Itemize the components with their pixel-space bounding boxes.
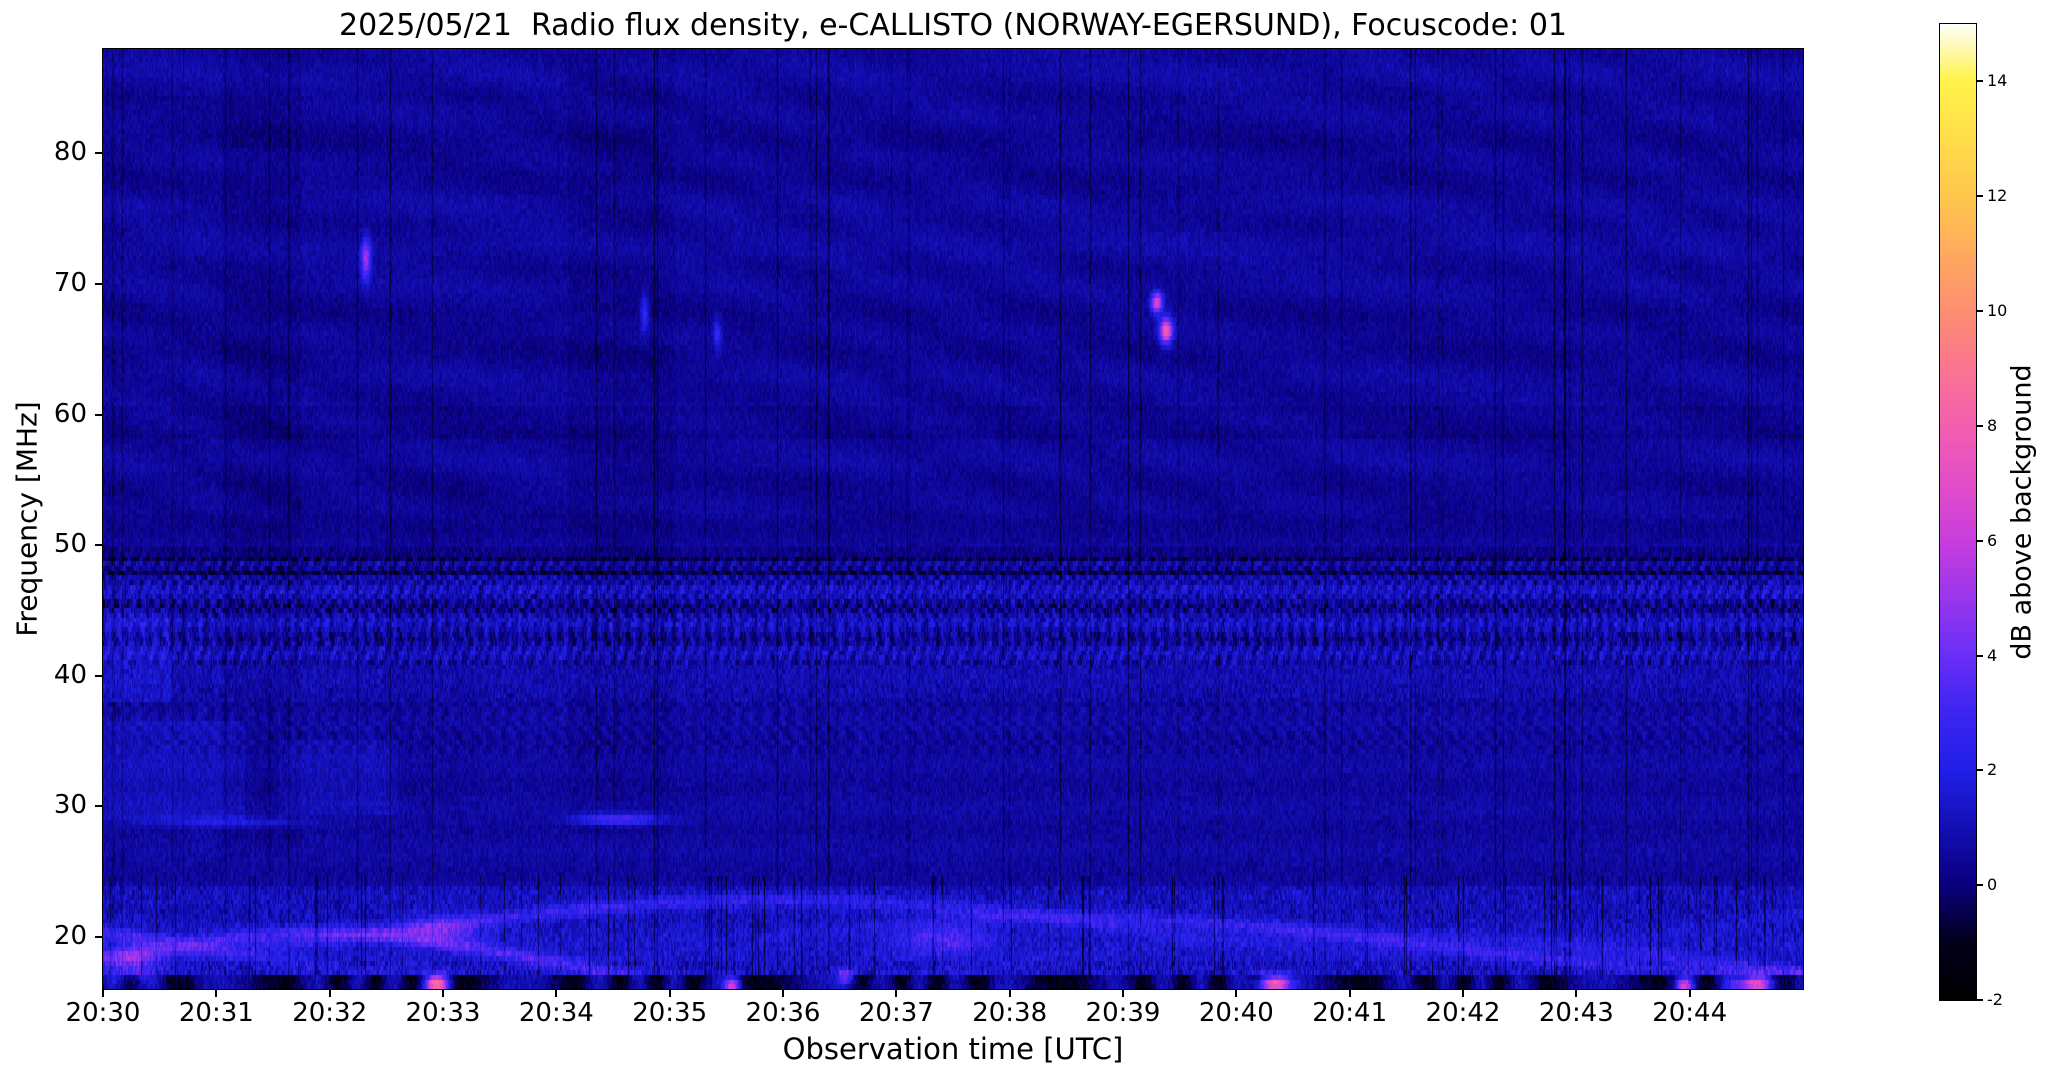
x-tick-mark: [1008, 989, 1011, 997]
x-tick-mark: [102, 989, 104, 997]
colorbar-tick-mark: [1976, 999, 1983, 1001]
x-tick-mark: [1575, 989, 1578, 997]
x-axis-label: Observation time [UTC]: [782, 1032, 1124, 1066]
x-tick-label: 20:34: [518, 998, 594, 1028]
colorbar-tick-mark: [1976, 539, 1983, 542]
y-tick-label: 80: [53, 137, 87, 168]
x-tick-mark: [895, 989, 898, 997]
colorbar-tick-label: 8: [1987, 415, 1998, 435]
x-tick-label: 20:42: [1425, 998, 1501, 1028]
colorbar-tick-label: -2: [1987, 990, 2003, 1009]
x-tick-mark: [442, 989, 444, 997]
x-tick-label: 20:44: [1652, 998, 1728, 1028]
x-tick-label: 20:41: [1312, 998, 1388, 1028]
colorbar-tick-mark: [1976, 310, 1983, 313]
y-tick-mark: [95, 805, 103, 808]
x-tick-label: 20:30: [65, 998, 141, 1028]
y-tick-mark: [95, 544, 103, 547]
colorbar-tick-mark: [1976, 424, 1983, 427]
colorbar-tick-mark: [1976, 654, 1983, 657]
colorbar-tick-label: 4: [1987, 645, 1998, 665]
y-tick-mark: [95, 152, 103, 155]
x-tick-mark: [1348, 989, 1351, 997]
colorbar-tick-mark: [1976, 884, 1983, 887]
x-tick-mark: [1235, 989, 1238, 997]
x-tick-mark: [215, 989, 218, 997]
x-tick-mark: [782, 989, 784, 997]
x-tick-label: 20:31: [178, 998, 254, 1028]
colorbar-label: dB above background: [2006, 364, 2038, 660]
y-tick-label: 40: [53, 659, 87, 690]
y-tick-mark: [95, 935, 103, 938]
y-tick-label: 30: [53, 790, 87, 821]
x-tick-mark: [1462, 989, 1464, 997]
colorbar-tick-mark: [1976, 80, 1983, 83]
x-tick-label: 20:39: [1085, 998, 1161, 1028]
x-tick-label: 20:40: [1198, 998, 1274, 1028]
x-tick-mark: [555, 989, 558, 997]
y-tick-mark: [95, 283, 103, 285]
y-tick-label: 70: [53, 268, 87, 298]
x-tick-label: 20:43: [1538, 998, 1614, 1028]
x-tick-label: 20:36: [745, 998, 821, 1028]
x-tick-label: 20:32: [292, 998, 368, 1028]
x-tick-label: 20:35: [632, 998, 708, 1028]
spectrogram-heatmap: [103, 49, 1803, 989]
colorbar-tick-label: 0: [1987, 875, 1998, 895]
colorbar-tick-label: 10: [1987, 301, 2008, 321]
x-tick-mark: [328, 989, 331, 997]
y-tick-label: 50: [53, 529, 87, 560]
x-tick-label: 20:37: [858, 998, 934, 1028]
x-tick-label: 20:33: [405, 998, 481, 1028]
colorbar-gradient: [1940, 24, 1976, 1000]
y-axis-label: Frequency [MHz]: [10, 401, 44, 637]
y-tick-mark: [95, 674, 103, 677]
colorbar-tick-mark: [1976, 769, 1983, 772]
colorbar-tick-label: 14: [1987, 71, 2008, 91]
colorbar-tick-label: 12: [1987, 186, 2008, 206]
x-tick-label: 20:38: [972, 998, 1048, 1028]
x-tick-mark: [668, 989, 671, 997]
colorbar-tick-label: 2: [1987, 760, 1998, 780]
y-tick-label: 60: [53, 398, 87, 429]
x-tick-mark: [1122, 989, 1124, 997]
x-tick-mark: [1688, 989, 1691, 997]
y-tick-mark: [95, 413, 103, 416]
y-tick-label: 20: [53, 920, 87, 951]
colorbar-tick-label: 6: [1987, 530, 1998, 550]
chart-title: 2025/05/21 Radio flux density, e-CALLIST…: [339, 8, 1567, 43]
colorbar-tick-mark: [1976, 195, 1983, 198]
